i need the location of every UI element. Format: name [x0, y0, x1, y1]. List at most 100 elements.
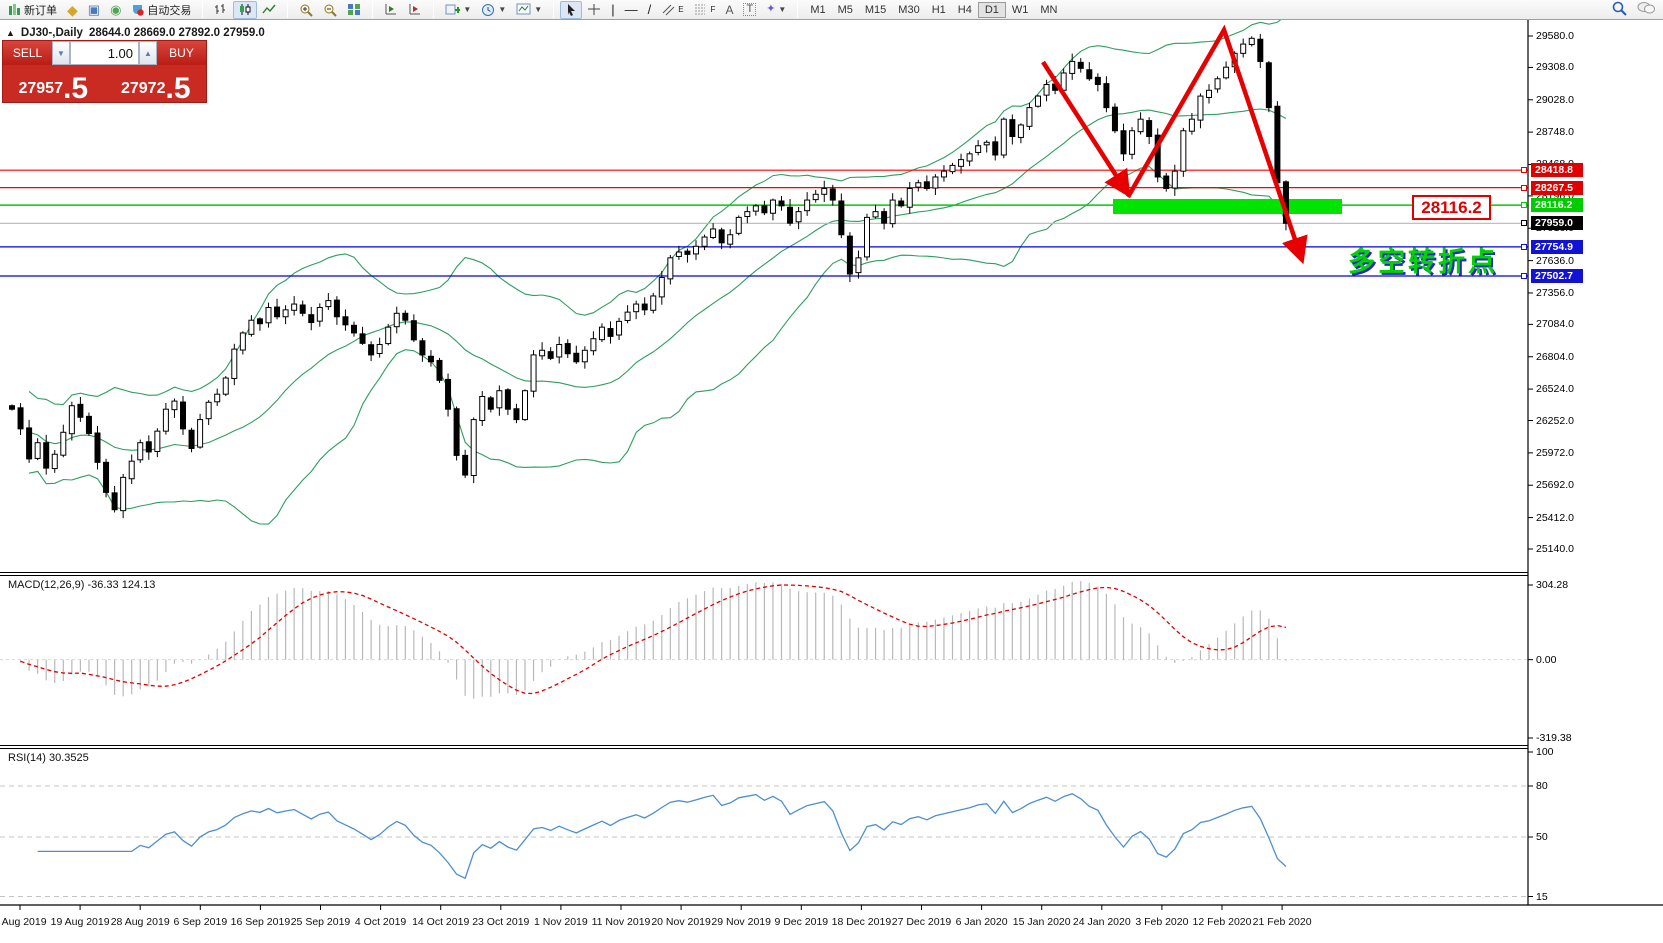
price-tick: 26524.0	[1536, 383, 1574, 396]
date-tick-label: 29 Nov 2019	[711, 916, 771, 928]
volume-up-button[interactable]: ▲	[139, 41, 157, 65]
rsi-indicator-label: RSI(14) 30.3525	[8, 752, 89, 764]
template-menu-button[interactable]: ▼	[511, 1, 547, 19]
pane-splitter-rsi[interactable]	[0, 745, 1528, 749]
volume-down-button[interactable]: ▼	[52, 41, 70, 65]
date-tick-label: 21 Feb 2020	[1252, 916, 1312, 928]
horizontal-line-tool[interactable]: —	[624, 2, 638, 17]
signals-icon[interactable]: ◉	[110, 2, 122, 17]
rsi-tick: 50	[1536, 831, 1548, 843]
buy-button[interactable]: BUY	[157, 41, 206, 65]
chart-title: ▲ DJ30-,Daily 28644.0 28669.0 27892.0 27…	[6, 27, 265, 39]
cursor-tool[interactable]	[560, 0, 583, 19]
fibonacci-tool[interactable]: F	[689, 1, 721, 19]
arrows-tool[interactable]: ✦ ▼	[766, 3, 787, 15]
timeframe-M5[interactable]: M5	[837, 3, 853, 16]
step-forward-icon[interactable]	[403, 1, 427, 19]
timeframe-group: M1 M5 M15 M30 H1 H4 D1 W1 MN	[801, 0, 1066, 20]
timeframe-H4[interactable]: H4	[957, 3, 972, 16]
date-tick-label: 20 Nov 2019	[651, 916, 711, 928]
date-tick-label: 3 Feb 2020	[1135, 916, 1189, 928]
date-tick-label: 1 Nov 2019	[534, 916, 588, 928]
zoom-out-icon[interactable]	[318, 1, 342, 19]
sell-price[interactable]: 27957 .5	[18, 71, 89, 105]
sell-button[interactable]: SELL	[3, 41, 52, 65]
timeframe-M15[interactable]: M15	[864, 3, 887, 16]
rsi-tick: 100	[1536, 746, 1554, 758]
line-chart-icon[interactable]	[257, 1, 281, 19]
date-tick-label: 23 Oct 2019	[472, 916, 530, 928]
date-tick-label: 6 Sep 2019	[173, 916, 228, 928]
new-order-button[interactable]: 新订单	[3, 1, 62, 19]
new-order-icon	[9, 4, 20, 15]
step-back-icon[interactable]	[379, 1, 403, 19]
rsi-tick: 15	[1536, 890, 1548, 903]
date-tick-label: 24 Jan 2020	[1072, 916, 1131, 928]
text-tool[interactable]: A	[725, 2, 734, 17]
price-tick: 25692.0	[1536, 479, 1574, 492]
timeframe-W1[interactable]: W1	[1011, 3, 1029, 16]
volume-input[interactable]: 1.00	[70, 41, 139, 65]
date-tick-label: 18 Dec 2019	[831, 916, 892, 928]
channel-tool[interactable]: E	[656, 1, 688, 19]
chat-icon[interactable]	[1637, 1, 1655, 18]
price-tick: 29028.0	[1536, 93, 1574, 106]
timeframe-H1[interactable]: H1	[931, 3, 946, 16]
price-tag-27502.7: 27502.7	[1531, 269, 1583, 283]
chart-ohlc-readout: 28644.0 28669.0 27892.0 27959.0	[88, 27, 265, 39]
date-tick-label: 16 Sep 2019	[230, 916, 291, 928]
timeframe-menu-button[interactable]: ▼	[476, 1, 511, 19]
collapse-icon[interactable]: ▲	[6, 28, 15, 38]
price-tag-28116.2: 28116.2	[1531, 198, 1583, 213]
price-tick: 27084.0	[1536, 318, 1574, 331]
support-price-callout[interactable]: 28116.2	[1412, 195, 1491, 220]
date-tick-label: 9 Dec 2019	[774, 916, 829, 928]
trendline-tool[interactable]: /	[647, 2, 652, 17]
navigator-icon[interactable]: ▣	[87, 2, 101, 17]
price-tick: 29580.0	[1536, 30, 1574, 42]
macd-tick: 0.00	[1536, 653, 1557, 666]
price-tag-28267.5: 28267.5	[1531, 180, 1583, 195]
date-tick-label: 27 Dec 2019	[891, 916, 952, 928]
date-tick-label: 28 Aug 2019	[110, 916, 170, 928]
timeframe-M1[interactable]: M1	[810, 3, 826, 16]
price-tag-27959.0: 27959.0	[1531, 216, 1583, 231]
macd-tick: 304.28	[1536, 579, 1569, 591]
date-tick-label: 11 Nov 2019	[591, 916, 651, 928]
vertical-line-tool[interactable]: |	[611, 2, 615, 17]
price-tick: 27636.0	[1536, 254, 1574, 267]
bar-chart-icon[interactable]	[209, 1, 233, 19]
search-icon[interactable]	[1612, 1, 1627, 19]
price-tick: 25972.0	[1536, 446, 1574, 459]
price-tick: 26804.0	[1536, 350, 1574, 363]
auto-trading-button[interactable]: 自动交易	[126, 1, 196, 19]
text-label-tool[interactable]: T	[738, 1, 761, 19]
candle-chart-icon[interactable]	[233, 0, 258, 19]
timeframe-MN[interactable]: MN	[1040, 3, 1058, 16]
one-click-trading-panel: SELL ▼ 1.00 ▲ BUY 27957 .5 27972 .5	[2, 40, 207, 103]
tile-windows-icon[interactable]	[342, 1, 366, 19]
crosshair-tool[interactable]	[582, 1, 606, 19]
market-watch-icon[interactable]: ◆	[67, 1, 78, 18]
macd-tick: -319.38	[1536, 732, 1572, 744]
timeframe-M30[interactable]: M30	[898, 3, 920, 16]
tag-anchor	[1521, 167, 1527, 174]
price-tick: 25140.0	[1536, 543, 1574, 555]
pane-splitter-macd[interactable]	[0, 572, 1528, 576]
price-tick: 27356.0	[1536, 286, 1574, 299]
date-tick-label: 12 Feb 2020	[1192, 916, 1252, 928]
price-tag-27754.9: 27754.9	[1531, 239, 1583, 254]
cn-annotation-text[interactable]: 多空转折点	[1348, 247, 1498, 277]
price-tick: 26252.0	[1536, 414, 1574, 427]
zoom-in-icon[interactable]	[294, 1, 318, 19]
buy-price[interactable]: 27972 .5	[120, 71, 191, 105]
tag-anchor	[1521, 184, 1527, 191]
timeframe-D1[interactable]: D1	[977, 1, 1006, 18]
add-indicator-button[interactable]: ▼	[440, 1, 476, 19]
tag-anchor	[1521, 243, 1527, 250]
price-tick: 29308.0	[1536, 61, 1574, 74]
price-tick: 25412.0	[1536, 511, 1574, 524]
date-tick-label: 25 Sep 2019	[290, 916, 351, 928]
